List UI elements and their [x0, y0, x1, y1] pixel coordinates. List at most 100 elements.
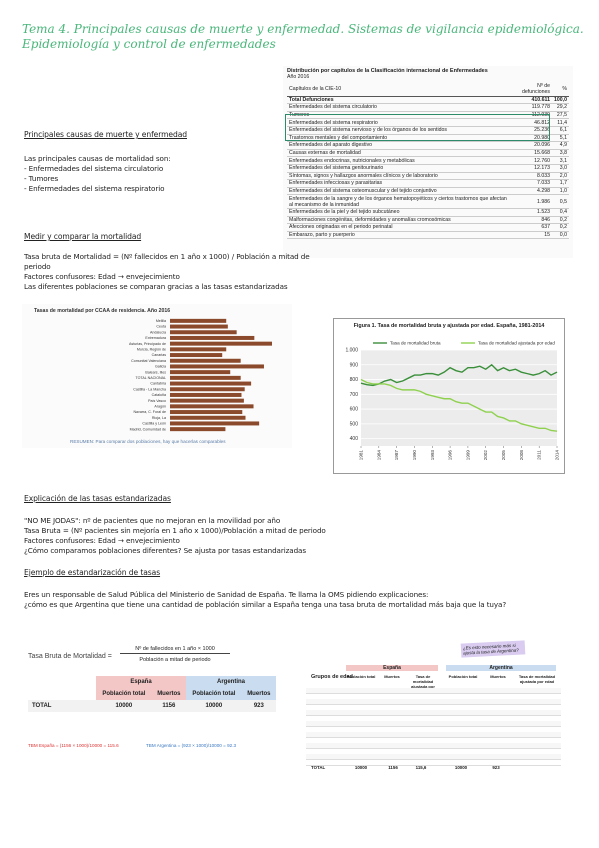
cell: 5,1 [552, 134, 569, 143]
x-tick-label: 1987 [394, 450, 399, 461]
cell: 1.986 [509, 194, 552, 209]
column-header: Muertos [151, 688, 186, 700]
bar [170, 392, 242, 397]
cell: Enfermedades del aparato digestivo [287, 141, 510, 150]
y-tick-label: 600 [350, 407, 359, 413]
cell: 0,2 [552, 216, 569, 225]
bar [170, 330, 237, 335]
table-subtitle: Año 2016 [287, 74, 310, 80]
country: España [346, 665, 438, 671]
cell: 3,1 [552, 156, 569, 165]
bar [170, 370, 231, 375]
category-label: Cantabria [150, 382, 166, 386]
cell: Enfermedades endocrinas, nutricionales y… [287, 156, 510, 165]
table-row: Enfermedades del sistema genitourinario 1… [287, 164, 569, 173]
note-line: Factores confusores: Edad → envejecimien… [24, 272, 180, 281]
category-label: Navarra, C. Foral de [133, 410, 166, 414]
note-line: Tasa Bruta = (Nº pacientes sin mejoría e… [24, 526, 326, 535]
legend-label: Tasa de mortalidad bruta [390, 341, 441, 346]
category-label: Balears, Illes [145, 370, 166, 374]
category-label: Rioja, La [152, 416, 166, 420]
y-tick-label: 900 [350, 362, 359, 368]
tbm-argentina: TBM Argentina = (923 × 1000)/10000 = 92.… [146, 743, 237, 748]
country: España [96, 676, 186, 688]
column-header: Población total [346, 674, 376, 679]
cell: Total Defunciones [287, 96, 510, 105]
cell: 20.980 [509, 134, 552, 143]
column-header: Muertos [384, 674, 400, 679]
tbm-spain: TBM España = (1156 × 1000)/10000 = 115.6 [28, 743, 119, 748]
table-row: Síntomas, signos y hallazgos anormales c… [287, 172, 569, 181]
cell: Trastornos mentales y del comportamiento [287, 134, 510, 143]
bar [170, 387, 245, 392]
cell: 11,4 [552, 118, 569, 127]
column-header: Población total [448, 674, 478, 679]
x-tick-label: 1981 [359, 450, 364, 461]
age-table-image: Grupos de edad España Argentina Població… [306, 640, 564, 772]
cell: 10000 [354, 765, 368, 770]
y-tick-label: 700 [350, 392, 359, 398]
note-lines: "NO ME JODAS": nº de pacientes que no me… [24, 516, 584, 556]
column-header: Población total [185, 688, 242, 700]
chart-caption: RESUMEN: Para comparar dos poblaciones, … [70, 439, 226, 444]
cell: 8.033 [509, 172, 552, 181]
category-label: TOTAL NACIONAL [136, 376, 167, 380]
series-line [360, 378, 558, 432]
bar [170, 381, 252, 386]
bar [170, 410, 243, 415]
cell: 15.668 [509, 149, 552, 158]
bar [170, 347, 227, 352]
cell: Enfermedades de la sangre y de los órgan… [287, 194, 510, 209]
category-label: Ceuta [156, 325, 166, 329]
category-label: Melilla [156, 319, 166, 323]
cell: 1.523 [509, 208, 552, 217]
section-heading: Ejemplo de estandarización de tasas [24, 568, 161, 577]
chart-title: Tasas de mortalidad por CCAA de residenc… [34, 308, 170, 314]
cell: 10000 [115, 703, 133, 709]
note-line: ¿cómo es que Argentina que tiene una can… [24, 600, 507, 609]
category-label: Castilla - La Mancha [133, 387, 166, 391]
cell: 12.173 [509, 164, 552, 173]
cell: 1,7 [552, 179, 569, 188]
cell: Síntomas, signos y hallazgos anormales c… [287, 172, 510, 181]
bar [170, 364, 264, 369]
cell: 119.778 [509, 103, 552, 112]
category-label: Asturias, Principado de [129, 342, 166, 346]
cell: Enfermedades del sistema genitourinario [287, 164, 510, 173]
cell: Malformaciones congénitas, deformidades … [287, 216, 510, 225]
table-row: Total Defunciones 410.611 100,0 [287, 96, 569, 105]
formula-denominator: Población a mitad de periodo [139, 657, 211, 663]
bar [170, 421, 260, 426]
cell: 0,5 [552, 194, 569, 209]
cell: 25.236 [509, 126, 552, 135]
note-line: Eres un responsable de Salud Pública del… [24, 590, 429, 599]
column-header: Tasa de mortalidad ajustada por edad [518, 674, 556, 684]
cell: 3,0 [552, 164, 569, 173]
x-tick-label: 2011 [537, 450, 542, 460]
cell: 1156 [388, 765, 398, 770]
bar [170, 324, 228, 329]
table-row: Enfermedades de la sangre y de los órgan… [287, 194, 569, 209]
legend-label: Tasa de mortalidad ajustada por edad [478, 341, 555, 346]
x-tick-label: 2005 [501, 450, 506, 461]
cell: 3,8 [552, 149, 569, 158]
formula-lhs: Tasa Bruta de Mortalidad = [28, 653, 112, 660]
table-row: Tumores 112.939 27,5 [287, 111, 569, 120]
cell: 12.760 [509, 156, 552, 165]
cell: 46.812 [509, 118, 552, 127]
notes-2: Explicación de las tasas estandarizadas … [24, 494, 584, 610]
category-label: Galicia [155, 365, 166, 369]
column-header: Capítulos de la CIE-10 [287, 83, 510, 97]
table-row: Enfermedades del aparato digestivo 20.096… [287, 141, 569, 150]
header-row: Capítulos de la CIE-10 Nº de defunciones% [287, 83, 569, 97]
x-tick-label: 1999 [465, 450, 470, 461]
ccaa-chart: Tasas de mortalidad por CCAA de residenc… [22, 304, 292, 448]
cell: 112.939 [509, 111, 552, 120]
note-line: ¿Cómo comparamos poblaciones diferentes?… [24, 546, 306, 555]
y-tick-label: 1.000 [345, 348, 358, 354]
cell: 20.096 [509, 141, 552, 150]
cell: 10000 [454, 765, 468, 770]
category-label: Castilla y León [142, 422, 166, 426]
x-tick-label: 2008 [519, 450, 524, 461]
cell: 923 [492, 765, 500, 770]
